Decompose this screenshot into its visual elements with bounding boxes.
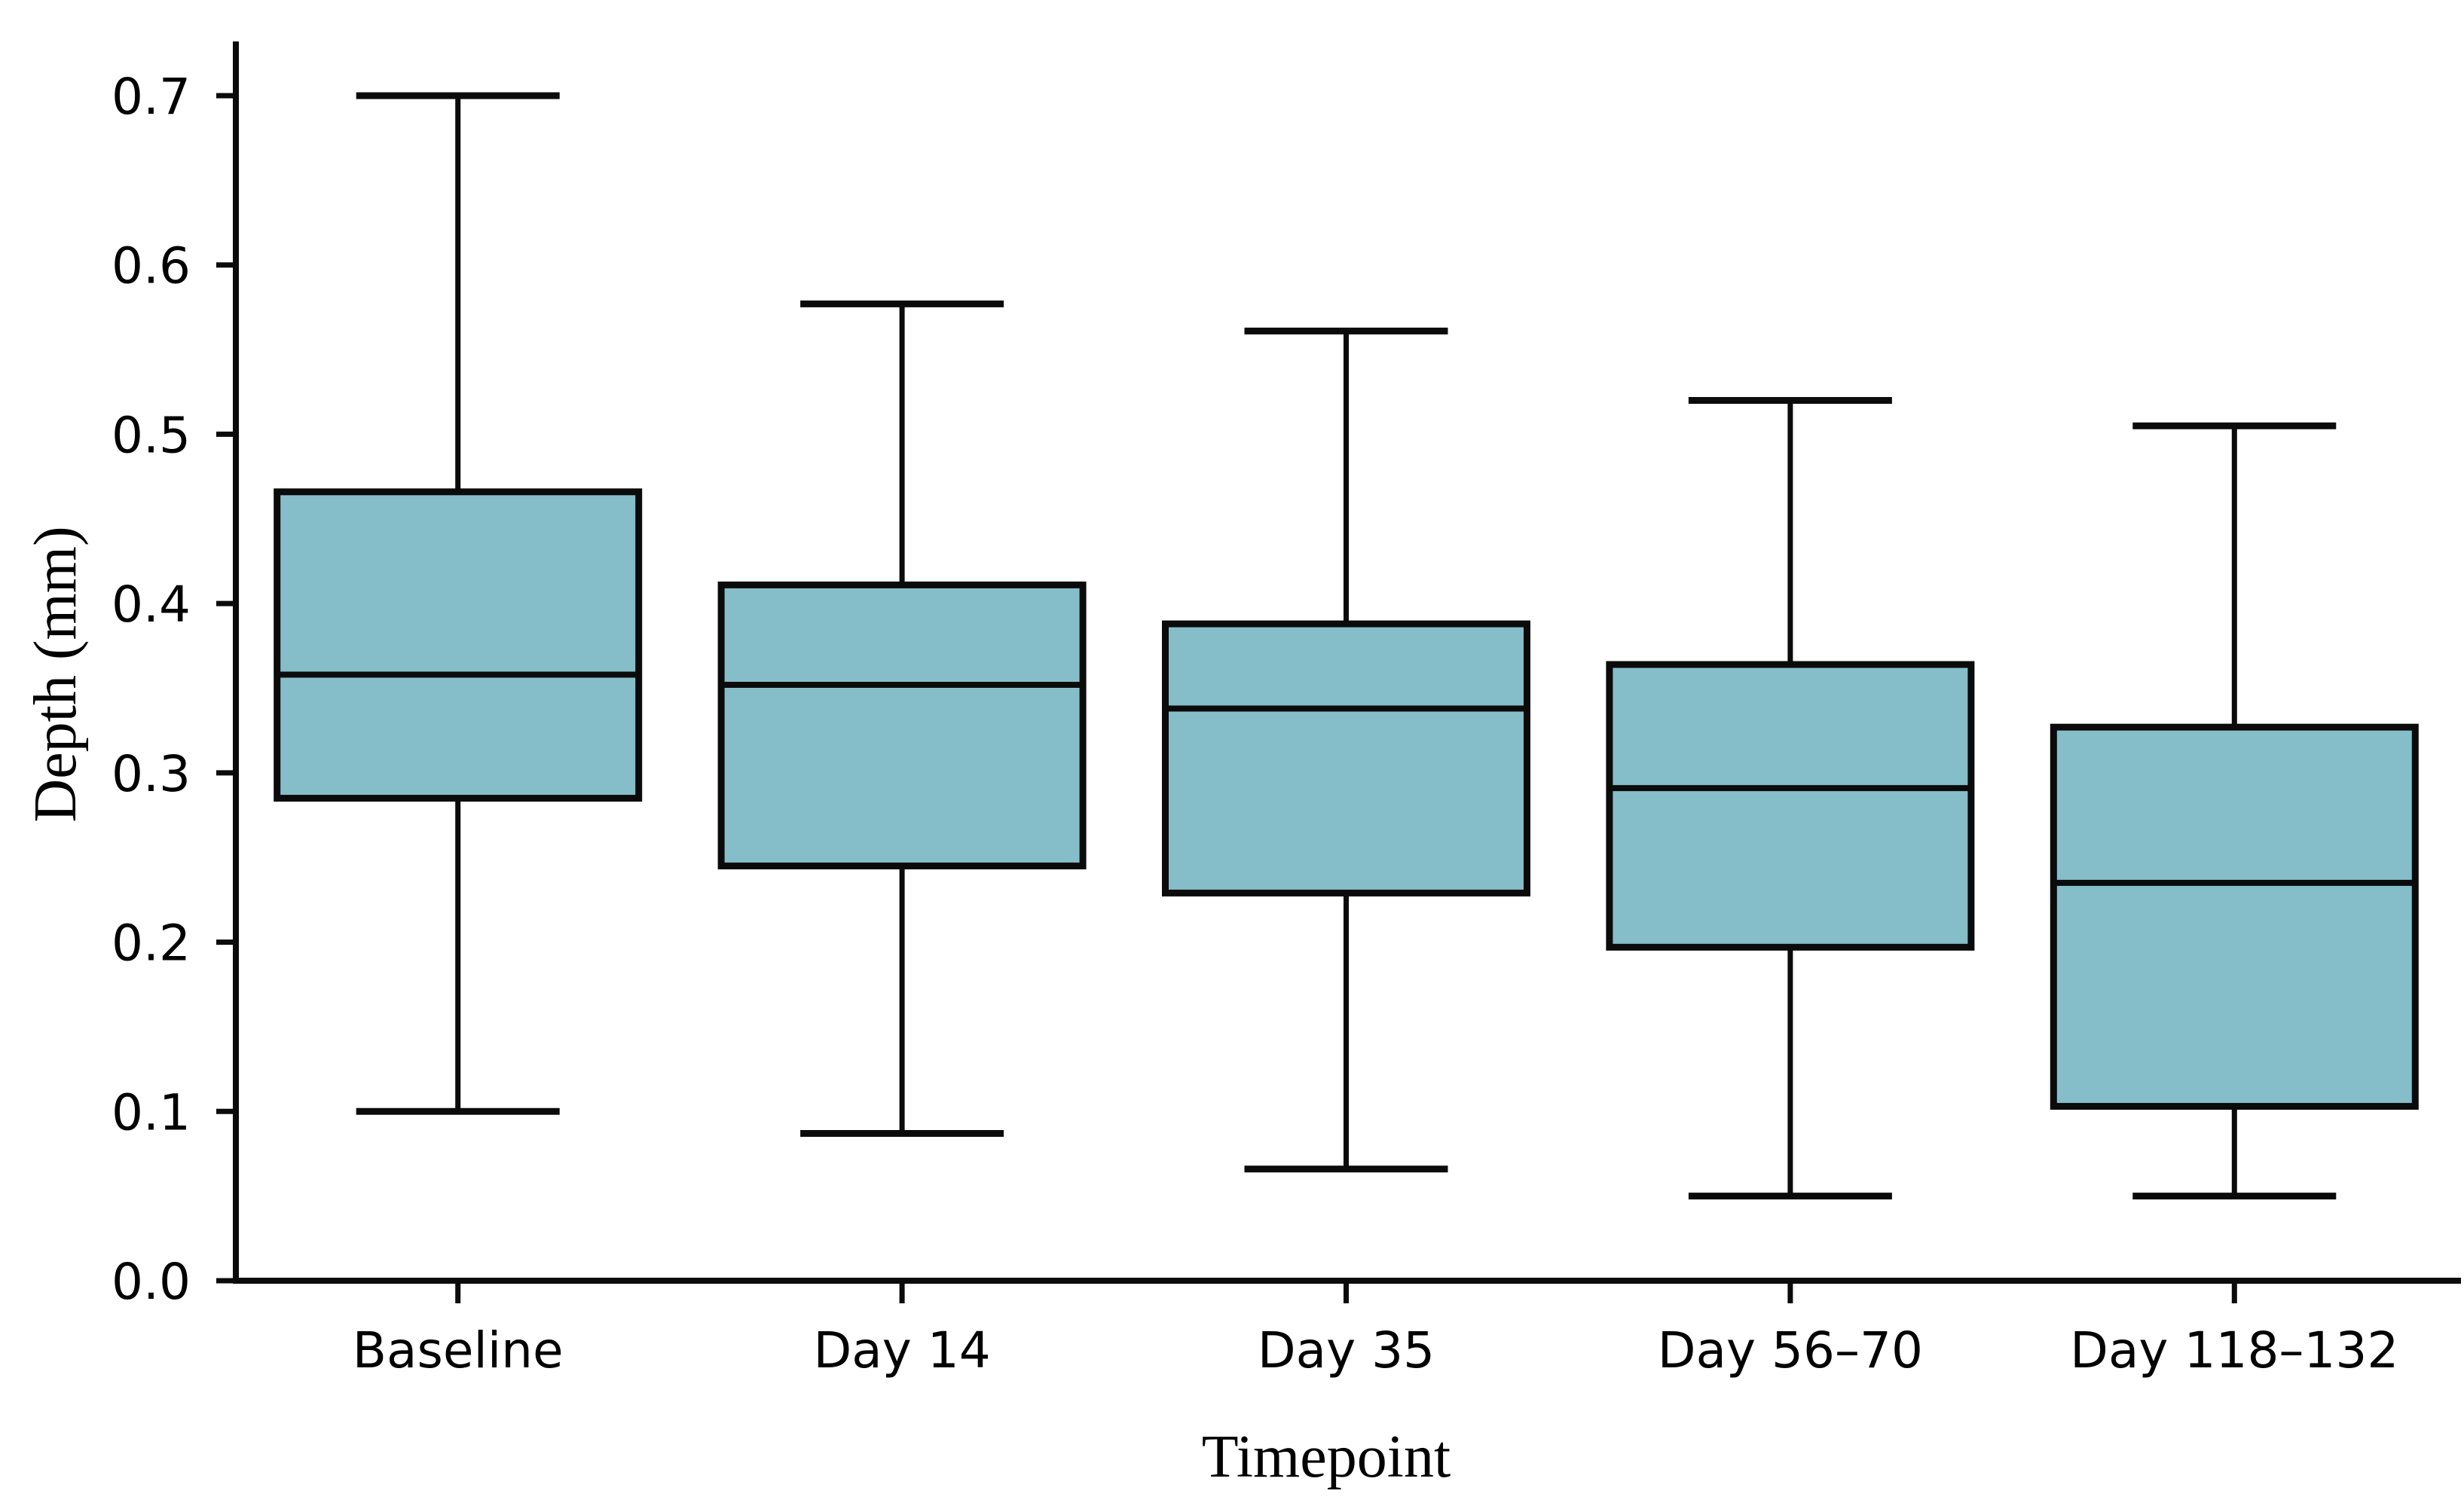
y-tick-label: 0.6 xyxy=(112,237,191,295)
y-axis-title: Depth (mm) xyxy=(23,526,89,822)
x-tick-label: Day 56–70 xyxy=(1658,1321,1923,1379)
iqr-box xyxy=(1162,620,1530,897)
y-tick-label: 0.2 xyxy=(112,915,191,973)
x-tick-label: Day 118–132 xyxy=(2070,1321,2398,1379)
iqr-box xyxy=(274,488,643,802)
y-tick-label: 0.0 xyxy=(112,1253,191,1311)
iqr-box xyxy=(717,581,1087,869)
x-tick-label: Baseline xyxy=(353,1321,564,1379)
x-tick-label: Day 14 xyxy=(813,1321,990,1379)
iqr-box xyxy=(1606,661,1975,951)
x-axis-title: Timepoint xyxy=(1202,1424,1451,1490)
y-tick-label: 0.1 xyxy=(112,1083,191,1141)
x-tick-label: Day 35 xyxy=(1258,1321,1435,1379)
y-tick-label: 0.5 xyxy=(112,406,191,464)
y-tick-label: 0.3 xyxy=(112,745,191,803)
y-tick-label: 0.7 xyxy=(112,68,191,126)
y-tick-label: 0.4 xyxy=(112,576,191,634)
iqr-box xyxy=(2050,723,2419,1110)
plot-area: 0.0 0.1 0.2 0.3 0.4 0.5 0.6 0.7 Baseline Day 14 Da… xyxy=(112,41,2461,1379)
